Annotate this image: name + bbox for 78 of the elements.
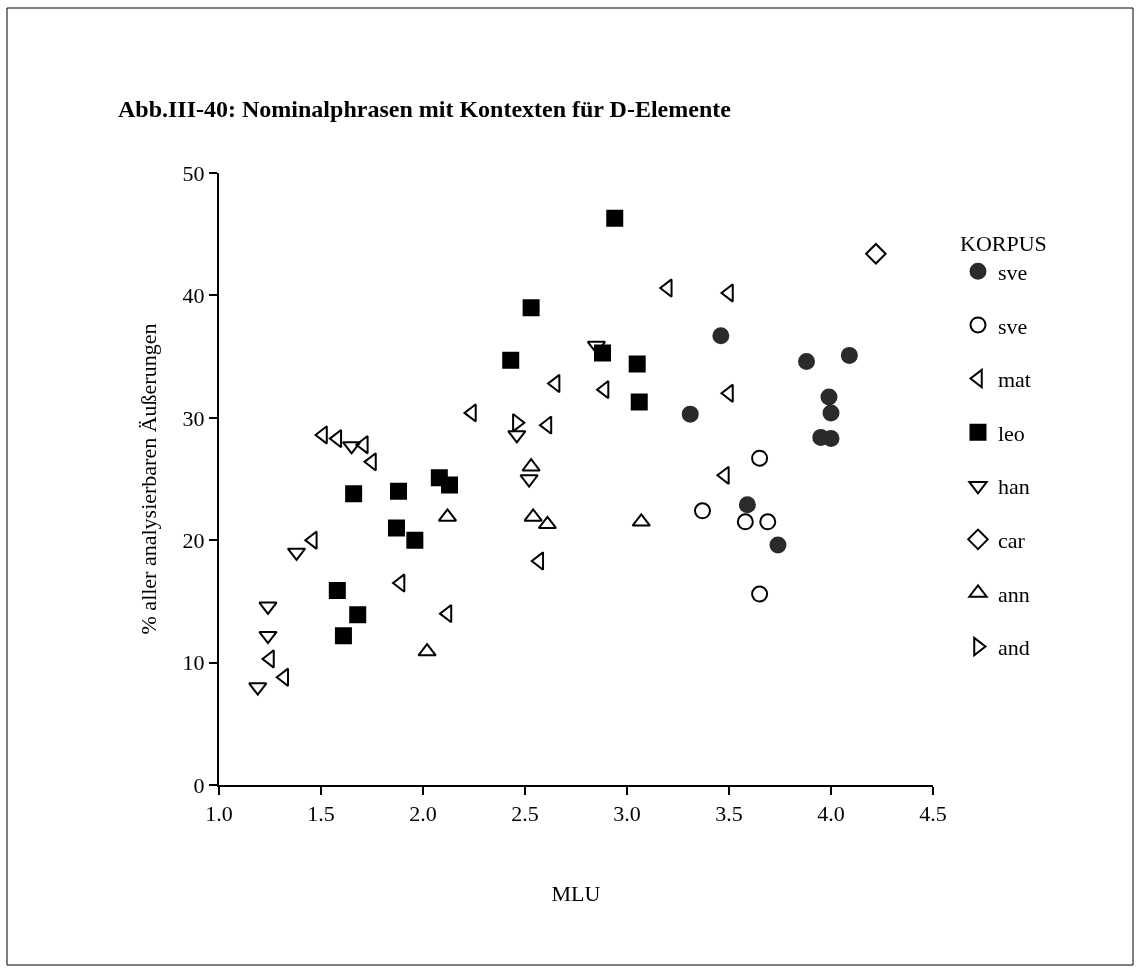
point [606, 209, 624, 227]
point [502, 351, 520, 369]
point [628, 355, 646, 373]
legend-label: ann [997, 581, 1030, 607]
y-tick-label: 30 [182, 405, 205, 431]
chart-title: Abb.III-40: Nominalphrasen mit Kontexten für D-Elemente [118, 95, 732, 122]
y-tick-label: 10 [182, 650, 205, 676]
point [304, 530, 318, 550]
point [631, 513, 651, 527]
point [716, 465, 730, 485]
y-tick-label: 50 [182, 160, 205, 186]
legend-label: sve [997, 313, 1028, 339]
point [261, 649, 275, 669]
legend-label: han [997, 474, 1030, 500]
x-tick-label: 4.5 [919, 801, 947, 827]
point [248, 682, 268, 696]
point [314, 425, 328, 445]
point [822, 404, 840, 422]
point [275, 667, 290, 687]
x-tick-label: 2.0 [409, 801, 437, 827]
point [736, 513, 754, 531]
point [798, 353, 816, 370]
x-axis-title: MLU [551, 880, 601, 906]
y-tick-label: 20 [182, 527, 205, 553]
y-tick-label: 0 [193, 772, 205, 798]
point [345, 485, 363, 503]
point [328, 581, 346, 599]
point [630, 393, 648, 411]
point [659, 278, 673, 298]
point [751, 585, 769, 603]
x-tick-label: 1.5 [307, 801, 335, 827]
point [720, 383, 734, 403]
point [258, 630, 278, 645]
point [693, 502, 711, 520]
point [586, 340, 607, 355]
point [417, 643, 437, 657]
point [258, 601, 278, 615]
x-tick-label: 4.0 [817, 801, 845, 827]
point [820, 388, 838, 406]
point [840, 346, 858, 364]
legend-label: and [997, 635, 1030, 661]
point [355, 435, 369, 455]
point [712, 327, 730, 345]
legend-label: mat [997, 367, 1031, 393]
point [720, 283, 734, 303]
point [523, 508, 543, 522]
x-tick-label: 3.5 [715, 801, 743, 827]
point [390, 482, 408, 500]
legend-label: car [997, 527, 1026, 553]
point [363, 452, 377, 472]
x-tick-label: 1.0 [205, 801, 233, 827]
x-tick-label: 3.0 [613, 801, 641, 827]
point [769, 536, 787, 554]
y-tick-label: 40 [182, 283, 205, 309]
point [865, 243, 887, 265]
point [463, 403, 477, 423]
point [738, 496, 756, 514]
point [751, 449, 769, 467]
point [441, 476, 459, 494]
point [328, 428, 343, 449]
point [392, 573, 406, 593]
point [521, 458, 541, 472]
point [537, 515, 558, 530]
point [522, 299, 540, 317]
point [438, 603, 453, 624]
point [387, 519, 405, 537]
legend-label: sve [997, 259, 1028, 285]
point [406, 531, 424, 549]
point [681, 405, 699, 423]
legend-label: leo [997, 420, 1025, 446]
point [530, 551, 545, 571]
point [759, 513, 777, 531]
x-tick-label: 2.5 [511, 801, 539, 827]
y-axis-title: % aller analysierbaren Äußerungen [135, 323, 161, 635]
legend-title: KORPUS [959, 230, 1047, 256]
point [334, 627, 352, 645]
point [538, 415, 553, 435]
point [349, 606, 367, 624]
